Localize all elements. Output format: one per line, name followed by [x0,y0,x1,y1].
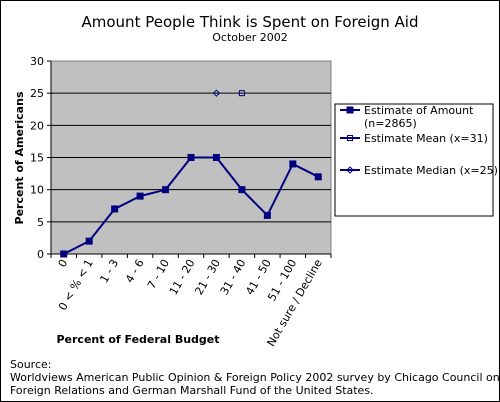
data-point [136,192,144,200]
x-tick-label: 1 - 3 [97,257,121,285]
legend-marker [346,106,354,114]
chart-title: Amount People Think is Spent on Foreign … [82,13,419,31]
source-line-1: Worldviews American Public Opinion & For… [10,371,500,384]
data-point [238,186,246,194]
data-point [238,90,245,97]
legend-marker [346,166,354,174]
source-label: Source: [10,358,52,371]
x-tick-label: 7 - 10 [145,257,172,291]
y-tick-label: 30 [30,55,44,68]
series-layer [60,89,322,258]
legend-label: Estimate Median (x=25) [364,164,498,177]
y-tick-label: 20 [30,119,44,132]
legend-label: (n=2865) [364,117,417,130]
legend-label: Estimate Mean (x=31) [364,132,488,145]
data-point [187,154,195,161]
chart-subtitle: October 2002 [212,31,288,44]
data-point [162,186,170,194]
x-axis-title: Percent of Federal Budget [56,333,219,346]
y-tick-label: 0 [37,248,44,261]
y-tick-label: 10 [30,184,44,197]
y-axis-title: Percent of Americans [13,91,26,224]
source-line-2: Foreign Relations and German Marshall Fu… [10,384,374,397]
x-tick-label: 4 - 6 [123,257,147,285]
y-tick-label: 5 [37,216,44,229]
data-point [212,154,220,161]
data-point [289,160,297,168]
x-tick-label: 0 [56,257,71,270]
data-point [111,205,119,213]
y-tick-label: 15 [30,152,44,165]
data-point [60,250,68,258]
legend-label: Estimate of Amount [364,104,474,117]
data-point [314,173,322,181]
data-point [263,211,271,219]
legend: Estimate of Amount(n=2865) Estimate Mean … [340,104,498,177]
legend-marker [347,135,353,141]
y-tick-label: 25 [30,87,44,100]
y-axis-ticks: 0 5 10 15 20 25 30 [30,55,51,261]
legend-box [334,103,494,217]
data-point [212,89,221,97]
data-point [85,237,93,245]
